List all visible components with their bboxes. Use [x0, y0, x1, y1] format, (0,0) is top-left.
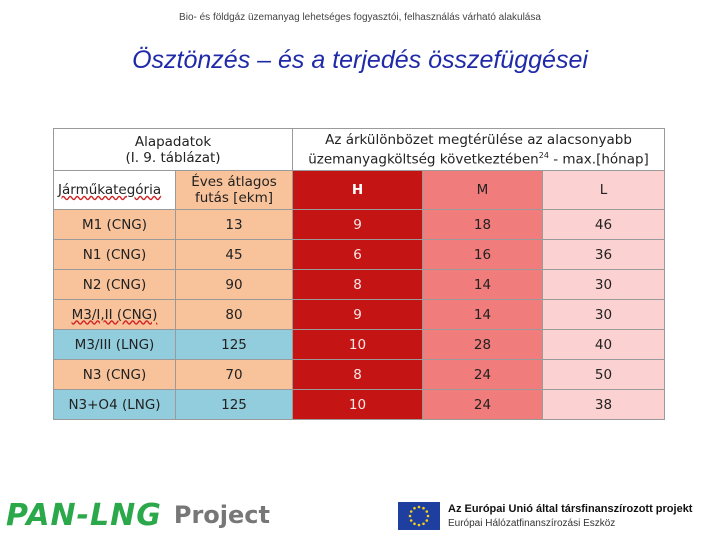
- col-run-header-line1: Éves átlagos: [191, 174, 277, 190]
- cell-vehicle: N3 (CNG): [53, 359, 176, 390]
- col-vehicle-header: Járműkategória: [53, 170, 176, 210]
- cell-vehicle: M3/III (LNG): [53, 329, 176, 360]
- cell-run: 90: [175, 269, 293, 300]
- cell-h: 10: [292, 329, 423, 360]
- cell-h: 9: [292, 209, 423, 240]
- footnote-ref: 24: [538, 150, 549, 160]
- payback-table: Alapadatok (I. 9. táblázat) Az árkülönbö…: [53, 128, 666, 420]
- header-payback-line2: üzemanyagköltség következtében24 - max.[…: [308, 150, 649, 168]
- col-run-header: Éves átlagos futás [ekm]: [175, 170, 293, 210]
- col-h-header: H: [292, 170, 423, 210]
- cell-vehicle: N2 (CNG): [53, 269, 176, 300]
- table-row: N3 (CNG) 70 8 24 50: [53, 359, 666, 390]
- header-payback-line1: Az árkülönbözet megtérülése az alacsonya…: [325, 131, 632, 148]
- cell-l: 30: [541, 269, 666, 300]
- header-basic-data: Alapadatok (I. 9. táblázat): [53, 128, 293, 171]
- cell-run: 125: [175, 329, 293, 360]
- cell-vehicle: N3+O4 (LNG): [53, 389, 176, 420]
- cell-h: 8: [292, 359, 423, 390]
- cell-h: 10: [292, 389, 423, 420]
- table-row: M3/I,II (CNG) 80 9 14 30: [53, 299, 666, 330]
- cell-m: 14: [422, 269, 543, 300]
- table-row: N1 (CNG) 45 6 16 36: [53, 239, 666, 270]
- cell-h: 9: [292, 299, 423, 330]
- header-text: Bio- és földgáz üzemanyag lehetséges fog…: [179, 12, 541, 23]
- cell-run: 70: [175, 359, 293, 390]
- cell-m: 28: [422, 329, 543, 360]
- pan-lng-logo: PAN-LNG Project: [6, 497, 270, 533]
- logo-project-text: Project: [173, 501, 270, 529]
- cell-run: 80: [175, 299, 293, 330]
- cell-l: 50: [541, 359, 666, 390]
- cell-l: 30: [541, 299, 666, 330]
- cell-l: 38: [541, 389, 666, 420]
- cell-m: 16: [422, 239, 543, 270]
- cell-h: 8: [292, 269, 423, 300]
- eu-line2: Európai Hálózatfinanszírozási Eszköz: [448, 518, 616, 529]
- cell-vehicle: N1 (CNG): [53, 239, 176, 270]
- cell-l: 46: [541, 209, 666, 240]
- cell-vehicle: M1 (CNG): [53, 209, 176, 240]
- col-m-header: M: [422, 170, 543, 210]
- table-row: M3/III (LNG) 125 10 28 40: [53, 329, 666, 360]
- table-row: N3+O4 (LNG) 125 10 24 38: [53, 389, 666, 420]
- cell-run: 13: [175, 209, 293, 240]
- eu-funding-note: Az Európai Unió által társfinanszírozott…: [398, 498, 720, 534]
- header-basic-data-line1: Alapadatok: [134, 133, 212, 150]
- cell-m: 24: [422, 359, 543, 390]
- header-basic-data-line2: (I. 9. táblázat): [125, 149, 221, 166]
- slide-title: Ösztönzés – és a terjedés összefüggései: [132, 46, 588, 74]
- eu-flag-icon: [398, 502, 440, 530]
- table-row: N2 (CNG) 90 8 14 30: [53, 269, 666, 300]
- cell-m: 24: [422, 389, 543, 420]
- col-l-header: L: [541, 170, 666, 210]
- logo-main-text: PAN-LNG: [6, 497, 162, 533]
- header-payback: Az árkülönbözet megtérülése az alacsonya…: [291, 128, 666, 171]
- cell-m: 14: [422, 299, 543, 330]
- cell-l: 36: [541, 239, 666, 270]
- cell-vehicle: M3/I,II (CNG): [53, 299, 176, 330]
- footer: PAN-LNG Project Az Európai Unió által tá…: [0, 488, 720, 540]
- eu-line1: Az Európai Unió által társfinanszírozott…: [448, 503, 693, 515]
- cell-h: 6: [292, 239, 423, 270]
- table-row: M1 (CNG) 13 9 18 46: [53, 209, 666, 240]
- cell-m: 18: [422, 209, 543, 240]
- cell-run: 45: [175, 239, 293, 270]
- col-run-header-line2: futás [ekm]: [194, 190, 273, 206]
- cell-l: 40: [541, 329, 666, 360]
- cell-run: 125: [175, 389, 293, 420]
